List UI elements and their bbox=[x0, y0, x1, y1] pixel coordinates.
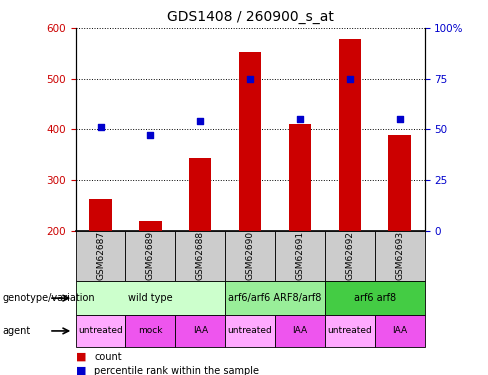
Bar bbox=[325, 281, 425, 315]
Bar bbox=[175, 231, 225, 281]
Bar bbox=[325, 231, 375, 281]
Text: IAA: IAA bbox=[193, 326, 208, 335]
Text: GSM62689: GSM62689 bbox=[146, 231, 155, 280]
Bar bbox=[225, 315, 275, 347]
Text: GSM62690: GSM62690 bbox=[245, 231, 255, 280]
Point bbox=[97, 124, 104, 130]
Text: untreated: untreated bbox=[228, 326, 272, 335]
Text: GSM62688: GSM62688 bbox=[196, 231, 205, 280]
Text: ■: ■ bbox=[76, 366, 86, 375]
Point bbox=[196, 118, 204, 124]
Text: agent: agent bbox=[2, 326, 31, 336]
Point bbox=[296, 116, 304, 122]
Bar bbox=[225, 231, 275, 281]
Point bbox=[396, 116, 404, 122]
Text: GSM62691: GSM62691 bbox=[295, 231, 305, 280]
Bar bbox=[225, 281, 325, 315]
Bar bbox=[89, 199, 112, 231]
Text: arf6/arf6 ARF8/arf8: arf6/arf6 ARF8/arf8 bbox=[228, 293, 322, 303]
Bar bbox=[289, 124, 311, 231]
Text: IAA: IAA bbox=[392, 326, 407, 335]
Text: untreated: untreated bbox=[78, 326, 123, 335]
Bar bbox=[76, 281, 225, 315]
Bar bbox=[375, 231, 425, 281]
Bar bbox=[375, 315, 425, 347]
Text: genotype/variation: genotype/variation bbox=[2, 293, 95, 303]
Bar bbox=[275, 315, 325, 347]
Text: percentile rank within the sample: percentile rank within the sample bbox=[94, 366, 259, 375]
Point bbox=[346, 76, 354, 82]
Bar bbox=[388, 135, 411, 231]
Point bbox=[146, 132, 154, 138]
Text: count: count bbox=[94, 352, 122, 362]
Bar bbox=[139, 221, 162, 231]
Bar bbox=[189, 158, 211, 231]
Bar bbox=[239, 53, 261, 231]
Bar bbox=[125, 231, 175, 281]
Bar bbox=[339, 39, 361, 231]
Point bbox=[246, 76, 254, 82]
Text: IAA: IAA bbox=[292, 326, 307, 335]
Bar bbox=[76, 231, 125, 281]
Text: wild type: wild type bbox=[128, 293, 173, 303]
Text: mock: mock bbox=[138, 326, 163, 335]
Text: ■: ■ bbox=[76, 352, 86, 362]
Text: GSM62693: GSM62693 bbox=[395, 231, 404, 280]
Text: untreated: untreated bbox=[327, 326, 372, 335]
Bar bbox=[125, 315, 175, 347]
Bar bbox=[175, 315, 225, 347]
Bar bbox=[275, 231, 325, 281]
Text: arf6 arf8: arf6 arf8 bbox=[354, 293, 396, 303]
Bar bbox=[325, 315, 375, 347]
Text: GSM62692: GSM62692 bbox=[346, 231, 354, 280]
Bar bbox=[76, 315, 125, 347]
Title: GDS1408 / 260900_s_at: GDS1408 / 260900_s_at bbox=[167, 10, 333, 24]
Text: GSM62687: GSM62687 bbox=[96, 231, 105, 280]
